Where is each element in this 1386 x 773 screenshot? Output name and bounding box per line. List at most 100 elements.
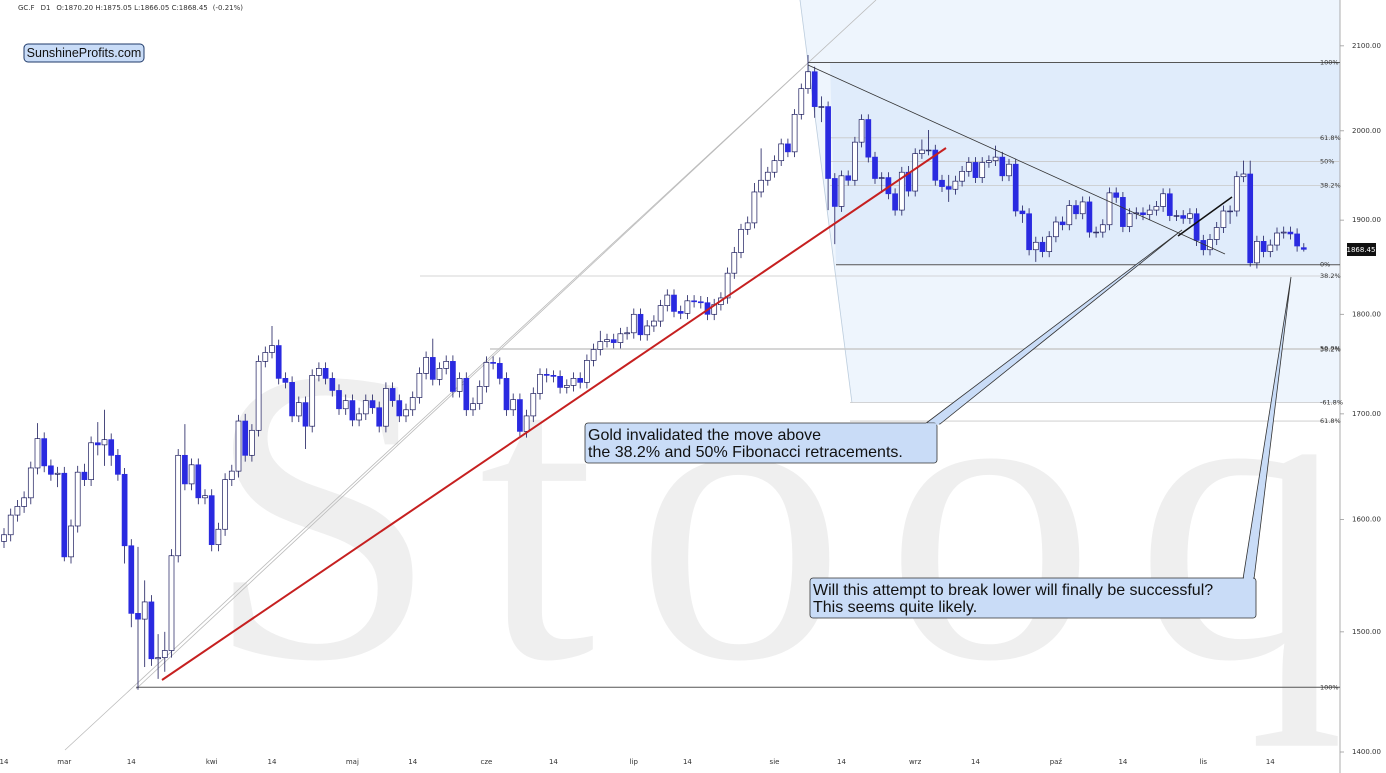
candle-body: [1146, 209, 1153, 216]
x-tick-label: 14: [0, 758, 9, 766]
candle-body: [463, 378, 470, 411]
candle-body: [68, 525, 74, 558]
candle-body: [557, 376, 563, 388]
candle-body: [242, 420, 249, 456]
y-tick-label: 1900.00: [1352, 216, 1381, 224]
candle-body: [617, 333, 624, 343]
candle-body: [570, 378, 577, 386]
candle-body: [450, 361, 456, 392]
candle-body: [959, 170, 965, 182]
candle-body: [1046, 236, 1053, 252]
x-tick-label: 14: [1266, 758, 1275, 766]
candle-body: [41, 438, 48, 467]
candle-body: [262, 352, 269, 362]
candle-body: [1113, 192, 1120, 198]
candle-body: [1220, 210, 1227, 228]
candle-body: [630, 313, 637, 334]
x-tick-label: 14: [683, 758, 692, 766]
candle-body: [295, 402, 302, 417]
candle-body: [168, 555, 175, 651]
candle-body: [215, 528, 222, 546]
callout-box: [584, 422, 938, 464]
candle-body: [161, 650, 168, 658]
candle-body: [1026, 213, 1032, 251]
candle-body: [523, 415, 530, 432]
candle-body: [1187, 213, 1193, 219]
candle-body: [597, 341, 604, 350]
annotation-line: the 38.2% and 50% Fibonacci retracements…: [588, 444, 903, 461]
candle-body: [771, 160, 778, 173]
candle-body: [222, 479, 228, 530]
candle-body: [1254, 241, 1260, 264]
candle-body: [584, 360, 590, 383]
candle-body: [443, 361, 450, 369]
trend-line: [807, 64, 1226, 255]
candle-body: [1160, 193, 1166, 207]
candle-body: [309, 375, 316, 427]
candle-body: [282, 378, 289, 383]
candle-body: [121, 473, 128, 547]
candle-body: [1227, 210, 1233, 213]
fib-label: -61.8%: [1320, 399, 1343, 407]
candle-body: [61, 472, 68, 558]
candle-body: [838, 175, 845, 207]
x-tick-label: 14: [1118, 758, 1127, 766]
candle-body: [818, 106, 825, 108]
candle-body: [1247, 173, 1254, 264]
y-tick-label: 2000.00: [1352, 127, 1381, 135]
candle-body: [1066, 205, 1073, 226]
candle-body: [202, 495, 208, 499]
fib-label: 100%: [1320, 59, 1339, 67]
candle-body: [939, 179, 945, 187]
x-tick-label: 14: [127, 758, 136, 766]
fan-line: [799, 0, 853, 404]
candle-body: [1166, 193, 1173, 216]
candle-body: [128, 545, 135, 614]
candle-body: [396, 400, 403, 417]
candle-body: [336, 390, 342, 410]
fib-label: 61.8%: [1320, 134, 1341, 142]
candle-body: [322, 368, 329, 379]
candle-body: [651, 320, 657, 327]
candle-body: [624, 332, 630, 335]
candle-body: [490, 362, 496, 364]
trend-line: [161, 147, 947, 681]
candle-body: [7, 514, 14, 536]
fib-label: 38.2%: [1320, 182, 1341, 190]
candle-body: [369, 400, 376, 409]
candle-body: [852, 141, 858, 181]
candle-body: [1006, 163, 1012, 177]
candle-body: [195, 464, 202, 499]
fib-label: 100%: [1320, 683, 1339, 691]
candle-body: [677, 311, 684, 314]
candle-body: [1280, 231, 1287, 234]
candle-body: [289, 382, 295, 417]
candle-body: [1012, 163, 1019, 212]
candle-body: [952, 180, 959, 190]
candle-body: [1274, 232, 1280, 246]
fan-line: [135, 62, 809, 690]
candle-body: [912, 153, 919, 192]
x-tick-label: cze: [480, 758, 492, 766]
candle-body: [798, 88, 805, 115]
candle-body: [1140, 212, 1146, 216]
candle-body: [1294, 233, 1300, 247]
candle-body: [88, 442, 94, 480]
candle-body: [48, 465, 54, 475]
candle-body: [758, 179, 764, 193]
candle-body: [811, 71, 818, 107]
fib-label: 50%: [1320, 158, 1334, 166]
candle-body: [1053, 221, 1059, 238]
candle-body: [108, 439, 115, 456]
candle-body: [429, 357, 436, 380]
candle-body: [979, 162, 986, 178]
candle-body: [503, 378, 510, 411]
y-tick-label: 1700.00: [1352, 410, 1381, 418]
x-tick-label: 14: [837, 758, 846, 766]
candle-body: [1086, 201, 1093, 233]
candle-body: [302, 402, 309, 427]
candle-body: [590, 349, 597, 361]
candle-body: [878, 177, 885, 179]
candle-body: [764, 171, 771, 181]
